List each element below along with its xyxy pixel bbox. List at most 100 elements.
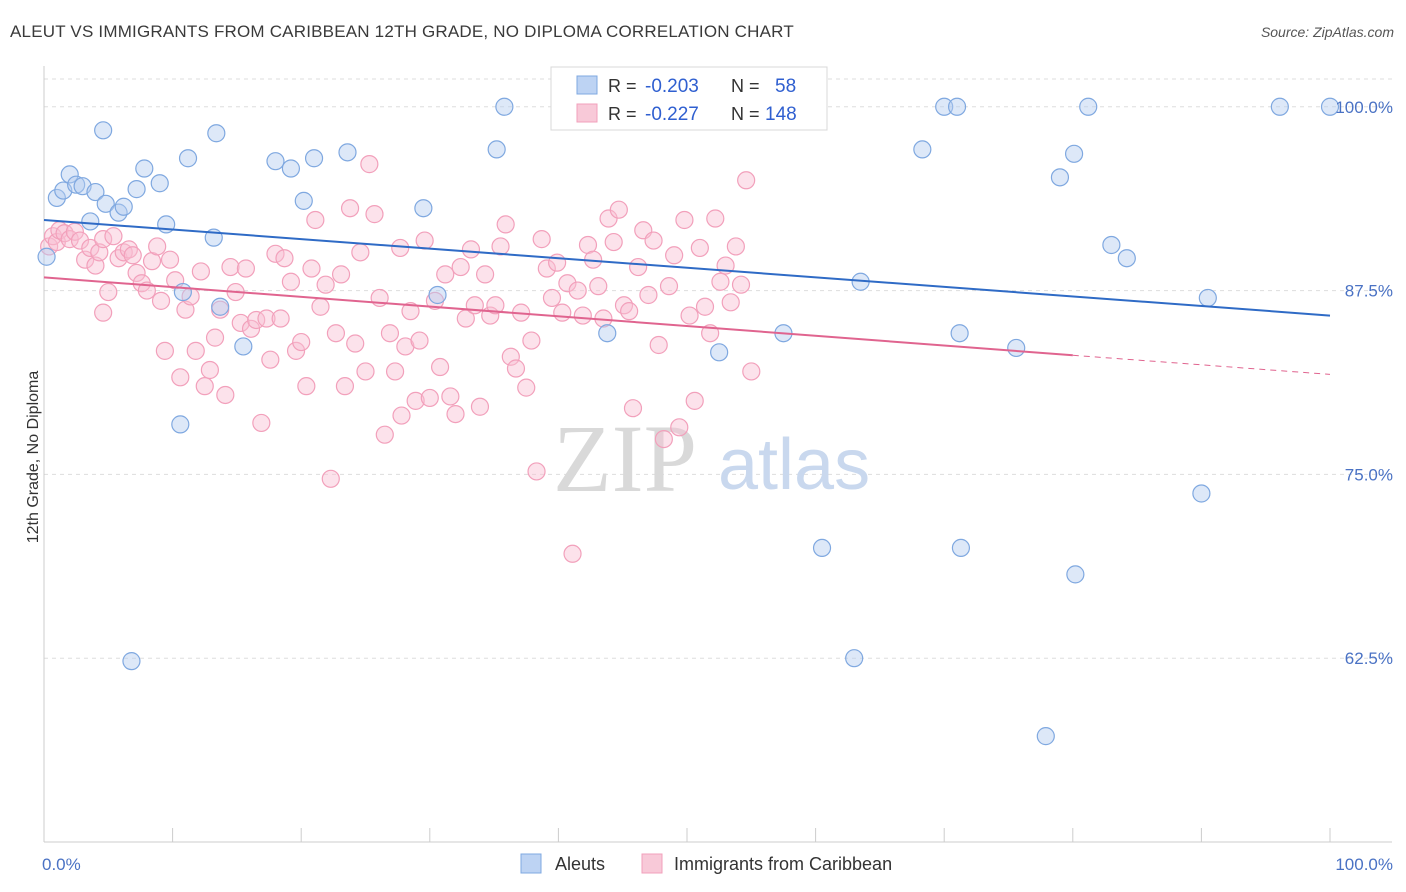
- aleut-point-53: [1192, 484, 1211, 503]
- bottom-legend-swatch-aleuts: [520, 853, 542, 874]
- watermark: ZIP atlas: [553, 405, 870, 512]
- caribbean-point-94: [501, 347, 520, 366]
- aleut-point-47: [1050, 168, 1070, 187]
- caribbean-point-76: [410, 331, 429, 350]
- aleut-point-40: [913, 140, 932, 159]
- caribbean-point-75: [406, 391, 425, 410]
- caribbean-point-23: [148, 237, 167, 256]
- y-tick-label-2: 87.5%: [1345, 282, 1393, 301]
- caribbean-point-40: [231, 313, 250, 333]
- caribbean-point-53: [297, 377, 316, 396]
- legend-n-label-caribbean: N =: [731, 104, 760, 124]
- caribbean-point-33: [195, 377, 214, 396]
- bottom-legend-label-aleuts: Aleuts: [555, 854, 605, 874]
- caribbean-point-71: [385, 362, 405, 381]
- aleut-point-17: [173, 282, 192, 302]
- x-tick-label-max: 100.0%: [1335, 855, 1393, 874]
- caribbean-point-93: [496, 215, 515, 234]
- aleut-point-32: [598, 324, 617, 343]
- caribbean-point-99: [527, 462, 546, 481]
- x-tick-label-min: 0.0%: [42, 855, 81, 874]
- caribbean-point-57: [316, 275, 335, 294]
- caribbean-point-7: [70, 231, 90, 250]
- caribbean-point-102: [542, 288, 562, 308]
- aleut-point-38: [845, 649, 864, 668]
- caribbean-point-12: [94, 230, 113, 249]
- caribbean-point-28: [171, 368, 190, 387]
- caribbean-point-9: [81, 238, 100, 258]
- caribbean-point-56: [311, 297, 330, 316]
- aleut-point-37: [812, 538, 832, 558]
- aleut-point-24: [281, 159, 301, 178]
- caribbean-point-49: [275, 249, 294, 268]
- caribbean-point-140: [737, 171, 756, 190]
- y-tick-label-3: 100.0%: [1335, 98, 1393, 117]
- trend-lines: [43, 218, 1331, 375]
- aleut-points: [37, 97, 1340, 746]
- caribbean-point-135: [711, 272, 730, 291]
- caribbean-point-14: [104, 227, 123, 246]
- axes: [43, 66, 1392, 843]
- aleut-point-0: [37, 247, 56, 266]
- aleut-point-20: [207, 124, 226, 143]
- caribbean-point-138: [726, 237, 745, 256]
- aleut-point-52: [1117, 249, 1136, 268]
- caribbean-point-98: [522, 331, 541, 350]
- caribbean-point-47: [266, 244, 285, 263]
- caribbean-point-92: [491, 237, 510, 256]
- aleut-point-57: [122, 652, 141, 671]
- caribbean-point-78: [420, 388, 439, 408]
- caribbean-point-24: [151, 291, 171, 310]
- caribbean-point-55: [306, 210, 325, 230]
- caribbean-point-111: [589, 277, 608, 296]
- caribbean-point-121: [639, 285, 658, 305]
- caribbean-point-63: [346, 334, 365, 353]
- caribbean-point-86: [461, 240, 481, 259]
- caribbean-point-74: [401, 302, 420, 321]
- caribbean-point-134: [706, 209, 725, 228]
- aleut-trend-line: [43, 218, 1331, 317]
- aleut-point-22: [234, 337, 253, 356]
- caribbean-point-31: [186, 341, 205, 360]
- caribbean-point-88: [470, 397, 490, 416]
- caribbean-point-83: [446, 404, 465, 424]
- caribbean-point-41: [236, 259, 256, 278]
- caribbean-point-106: [563, 544, 582, 563]
- aleut-point-27: [338, 143, 357, 162]
- caribbean-point-64: [351, 243, 370, 262]
- aleut-point-34: [710, 343, 729, 362]
- caribbean-point-119: [629, 257, 648, 277]
- bottom-legend-label-caribbean: Immigrants from Caribbean: [674, 854, 892, 874]
- caribbean-point-70: [380, 324, 400, 343]
- watermark-atlas: atlas: [718, 425, 870, 505]
- caribbean-point-95: [506, 359, 526, 378]
- caribbean-points: [40, 155, 761, 563]
- legend-n-value-caribbean: 148: [765, 104, 797, 125]
- aleut-point-12: [127, 180, 146, 199]
- aleut-point-9: [96, 194, 115, 213]
- caribbean-point-72: [391, 238, 410, 258]
- caribbean-point-62: [340, 199, 360, 218]
- aleut-point-55: [1270, 97, 1289, 116]
- caribbean-point-126: [665, 246, 684, 265]
- aleut-point-29: [428, 285, 447, 305]
- caribbean-trend-line: [43, 276, 1073, 357]
- caribbean-point-65: [356, 362, 375, 381]
- caribbean-point-84: [451, 257, 470, 277]
- caribbean-point-137: [721, 293, 740, 312]
- caribbean-point-125: [659, 277, 679, 296]
- aleut-point-23: [266, 152, 285, 171]
- caribbean-point-37: [216, 385, 235, 405]
- caribbean-point-127: [670, 418, 689, 437]
- caribbean-point-143: [94, 303, 113, 322]
- caribbean-point-114: [604, 232, 623, 252]
- aleut-point-26: [304, 149, 324, 168]
- caribbean-point-77: [415, 231, 434, 250]
- legend-swatch-aleuts: [576, 75, 598, 95]
- caribbean-trend-extension: [1072, 354, 1331, 375]
- legend-r-label-aleuts: R =: [608, 76, 637, 96]
- aleut-point-14: [150, 174, 169, 193]
- caribbean-point-123: [649, 335, 668, 355]
- caribbean-point-69: [375, 425, 394, 444]
- caribbean-point-67: [365, 205, 384, 224]
